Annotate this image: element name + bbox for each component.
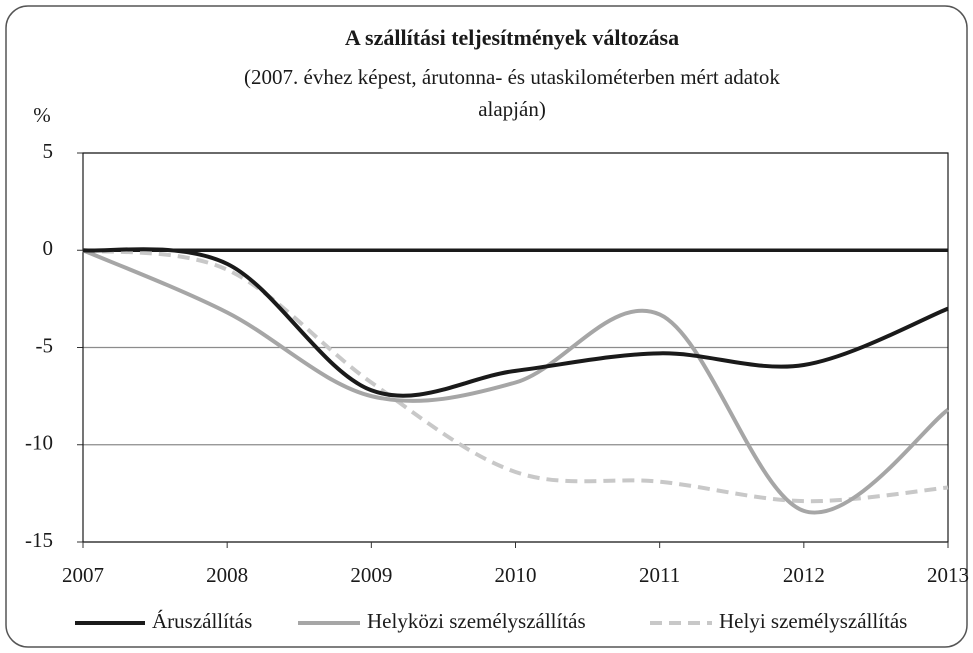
x-tick-label: 2010 <box>495 563 537 587</box>
legend-label: Helyközi személyszállítás <box>367 609 586 633</box>
series-line <box>82 248 950 515</box>
x-tick-label: 2011 <box>639 563 680 587</box>
y-tick-label: -15 <box>25 528 53 552</box>
chart-title: A szállítási teljesítmények változása <box>345 25 679 50</box>
x-tick-label: 2008 <box>206 563 248 587</box>
y-tick-label: 0 <box>43 236 54 260</box>
x-tick-label: 2012 <box>783 563 825 587</box>
series-line <box>82 248 949 504</box>
chart-subtitle: (2007. évhez képest, árutonna- és utaski… <box>244 65 780 89</box>
y-tick-label: -10 <box>25 431 53 455</box>
x-tick-label: 2013 <box>927 563 969 587</box>
y-tick-label: -5 <box>36 333 54 357</box>
series-line <box>82 247 949 398</box>
x-tick-label: 2007 <box>62 563 104 587</box>
y-tick-label: 5 <box>43 139 54 163</box>
x-tick-label: 2009 <box>350 563 392 587</box>
y-axis-label: % <box>33 103 51 127</box>
legend-label: Helyi személyszállítás <box>719 609 907 633</box>
chart-subtitle: alapján) <box>478 97 546 121</box>
frame <box>5 5 968 648</box>
legend-label: Áruszállítás <box>152 609 252 633</box>
